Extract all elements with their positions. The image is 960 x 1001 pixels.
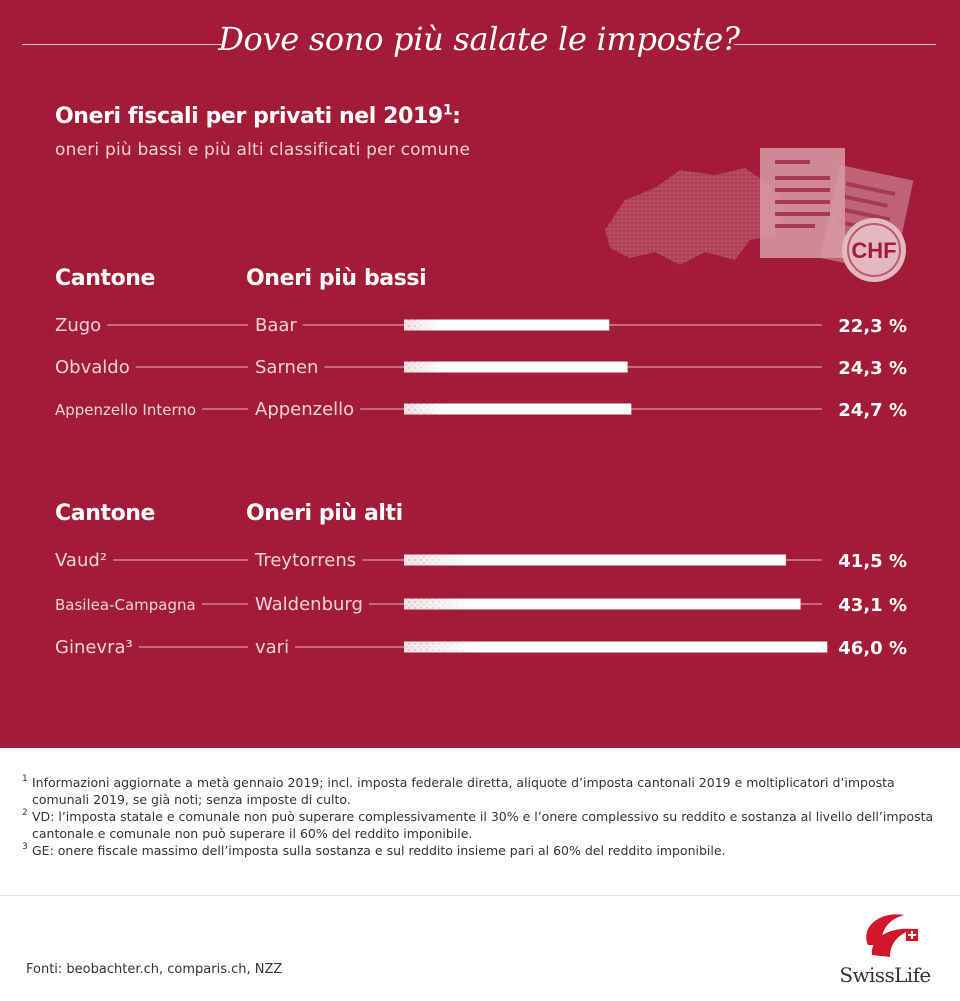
footnote-text: Informazioni aggiornate a metà gennaio 2… <box>32 775 895 807</box>
value-label: 24,3 % <box>838 358 907 379</box>
footnote-2: 2 VD: l’imposta statale e comunale non pu… <box>22 808 942 842</box>
chf-coin-icon <box>842 218 906 282</box>
swisslife-logo: SwissLife <box>830 905 940 990</box>
footnote-mark: 2 <box>22 808 28 818</box>
group-low-values-header: Oneri più bassi <box>246 266 427 291</box>
chart-description: oneri più bassi e più alti classificati … <box>55 140 471 160</box>
bar-row: Obvaldo Sarnen 24,3 % <box>55 357 907 379</box>
footnote-text: VD: l’imposta statale e comunale non può… <box>32 809 934 841</box>
main-title: Dove sono più salate le imposte? <box>218 20 740 58</box>
commune-label: Treytorrens <box>254 550 356 571</box>
subtitle-footnote-mark: 1 <box>442 102 453 119</box>
footnote-1: 1 Informazioni aggiornate a metà gennaio … <box>22 774 942 808</box>
canton-label: Ginevra³ <box>55 637 133 658</box>
title-rule-right <box>734 44 936 45</box>
tax-bar-chart: Zugo Baar 22,3 % Obvaldo Sarnen 24,3 % Appenze… <box>55 315 907 659</box>
chf-badge-text: CHF <box>851 238 896 263</box>
canton-label: Basilea-Campagna <box>55 596 196 614</box>
bar-row: Zugo Baar 22,3 % <box>55 315 907 337</box>
tax-illustration: CHF <box>605 148 914 282</box>
footnote-mark: 1 <box>22 774 28 784</box>
group-low-canton-header: Cantone <box>55 266 156 291</box>
commune-label: vari <box>255 637 289 658</box>
canton-label: Appenzello Interno <box>55 401 196 419</box>
value-label: 46,0 % <box>838 638 907 659</box>
bar-row: Basilea-Campagna Waldenburg 43,1 % <box>55 594 907 616</box>
title-rule-left <box>22 44 225 45</box>
bar-highlight <box>404 598 801 610</box>
canton-label: Zugo <box>55 315 101 336</box>
bar-highlight <box>404 403 632 415</box>
commune-label: Appenzello <box>255 399 354 420</box>
footer-divider <box>0 895 960 896</box>
footnote-3: 3 GE: onere fiscale massimo dell’imposta … <box>22 842 942 859</box>
value-label: 22,3 % <box>838 316 907 337</box>
bar-row: Ginevra³ vari 46,0 % <box>55 637 907 659</box>
group-high-values-header: Oneri più alti <box>246 501 403 526</box>
bar-highlight <box>404 554 786 566</box>
bar-highlight <box>404 319 610 331</box>
subtitle-main: Oneri fiscali per privati nel 2019 <box>55 104 443 129</box>
canton-label: Vaud² <box>55 550 107 571</box>
title-row: Dove sono più salate le imposte? <box>22 18 936 68</box>
subtitle-colon: : <box>452 104 461 129</box>
footnote-mark: 3 <box>22 842 28 852</box>
logo-wordmark: SwissLife <box>839 963 931 987</box>
group-high-canton-header: Cantone <box>55 501 156 526</box>
commune-label: Baar <box>255 315 297 336</box>
bar-row: Appenzello Interno Appenzello 24,7 % <box>55 399 907 421</box>
bar-highlight <box>404 361 628 373</box>
swisslife-flag-icon <box>866 914 918 957</box>
bar-highlight <box>404 641 828 653</box>
value-label: 41,5 % <box>838 551 907 572</box>
commune-label: Sarnen <box>255 357 318 378</box>
value-label: 24,7 % <box>838 400 907 421</box>
value-label: 43,1 % <box>838 595 907 616</box>
bar-row: Vaud² Treytorrens 41,5 % <box>55 550 907 572</box>
switzerland-map-icon <box>605 168 785 265</box>
footnote-text: GE: onere fiscale massimo dell’imposta s… <box>32 843 726 858</box>
commune-label: Waldenburg <box>255 594 363 615</box>
tax-document-icon <box>760 148 845 258</box>
sources: Fonti: beobachter.ch, comparis.ch, NZZ <box>26 962 283 977</box>
canton-label: Obvaldo <box>55 357 130 378</box>
infographic-panel: Dove sono più salate le imposte? Oneri f… <box>0 0 960 748</box>
chart-subtitle: Oneri fiscali per privati nel 20191: <box>55 104 461 129</box>
footnotes: 1 Informazioni aggiornate a metà gennaio … <box>22 774 942 859</box>
